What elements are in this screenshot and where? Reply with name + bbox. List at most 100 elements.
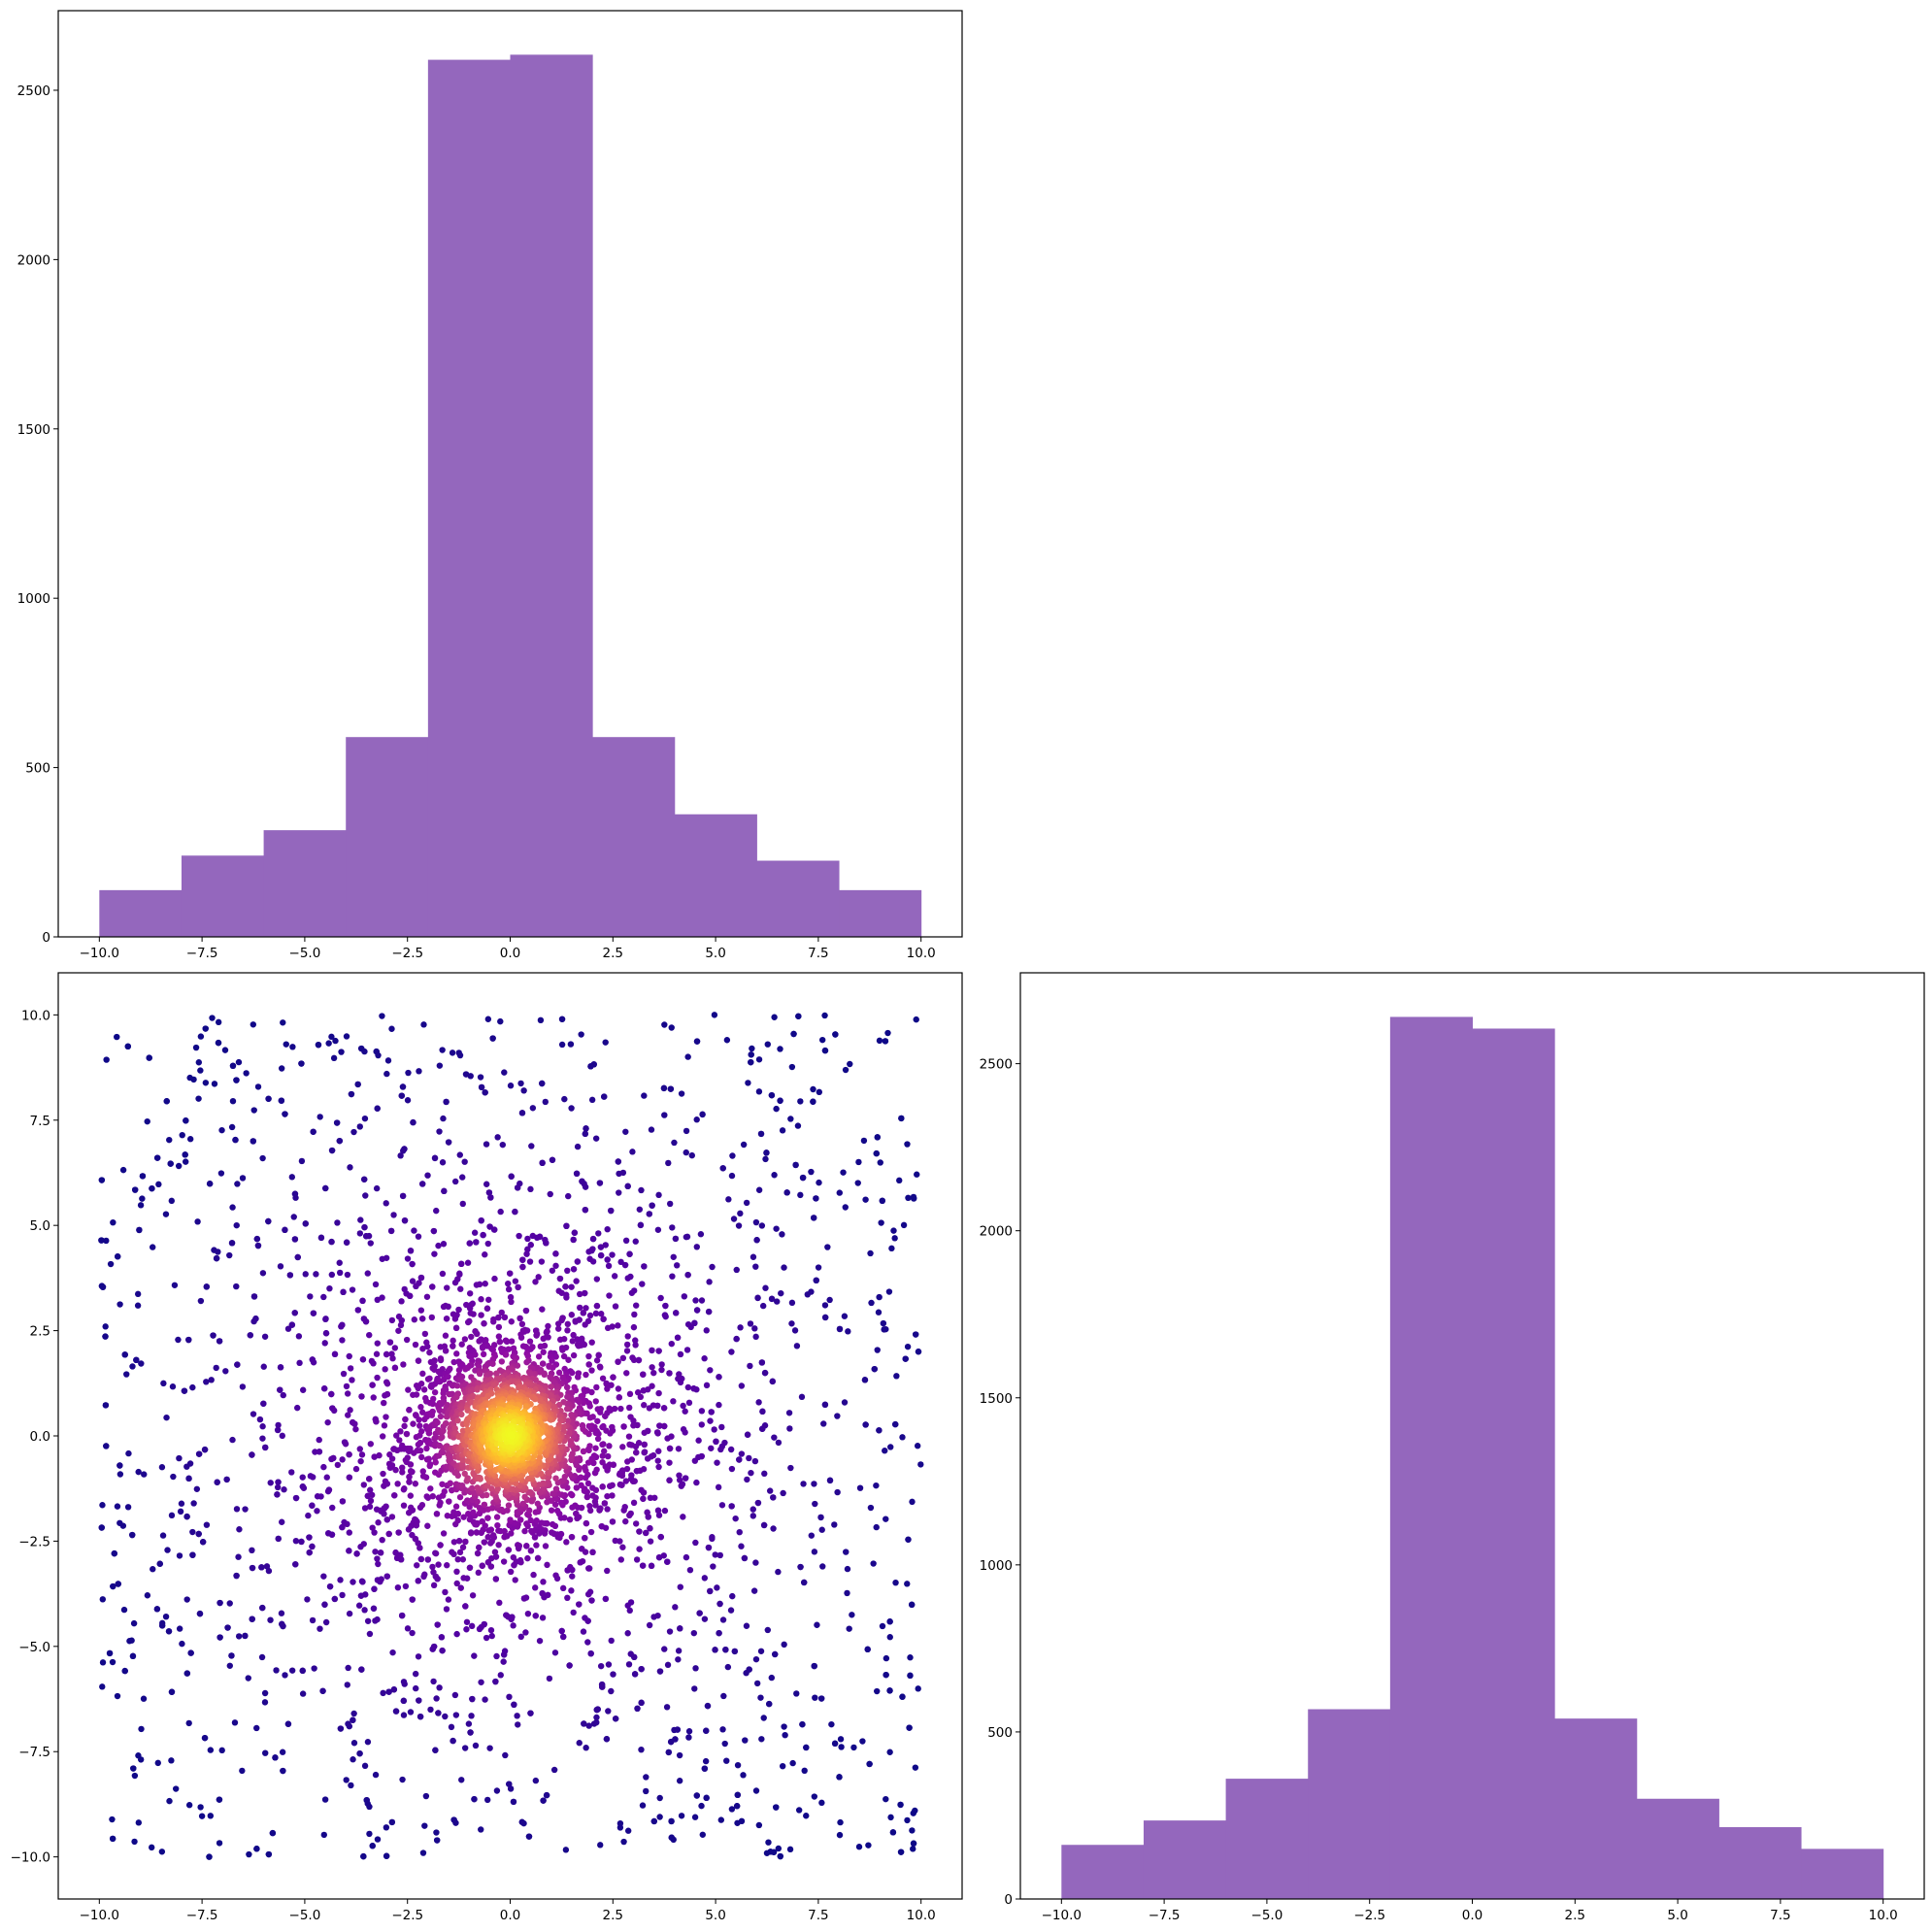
scatter-point — [359, 1356, 367, 1363]
scatter-point — [124, 1504, 132, 1511]
scatter-point — [602, 1242, 609, 1249]
scatter-point — [442, 1588, 449, 1596]
scatter-point — [626, 1404, 633, 1412]
scatter-point — [621, 1261, 629, 1269]
scatter-point — [346, 1529, 352, 1536]
scatter-point — [275, 1535, 282, 1543]
scatter-point — [424, 1172, 431, 1179]
scatter-point — [626, 1607, 633, 1615]
scatter-point — [516, 1556, 524, 1564]
scatter-point — [624, 1827, 632, 1834]
scatter-point — [576, 1601, 583, 1608]
scatter-point — [391, 1345, 399, 1351]
scatter-point — [516, 1315, 523, 1322]
scatter-point — [258, 1564, 265, 1571]
x-tick-label: −10.0 — [80, 946, 119, 961]
scatter-point — [832, 1031, 839, 1038]
scatter-point — [217, 1634, 223, 1641]
scatter-point — [855, 1844, 863, 1850]
scatter-point — [468, 1713, 475, 1719]
scatter-point — [569, 1338, 576, 1345]
scatter-point — [448, 1723, 455, 1731]
scatter-point — [512, 1577, 518, 1583]
scatter-point — [552, 1572, 559, 1579]
scatter-point — [645, 1455, 651, 1462]
scatter-point — [433, 1837, 441, 1844]
scatter-point — [197, 1297, 205, 1305]
scatter-point — [532, 1584, 539, 1591]
scatter-point — [153, 1606, 161, 1613]
scatter-point — [426, 1349, 433, 1356]
scatter-point — [457, 1584, 464, 1591]
scatter-point — [435, 1561, 442, 1568]
scatter-point — [779, 1231, 785, 1238]
scatter-point — [701, 1575, 709, 1582]
scatter-point — [474, 1386, 481, 1393]
scatter-point — [412, 1516, 419, 1523]
scatter-point — [474, 1549, 482, 1557]
scatter-point — [623, 1370, 630, 1377]
scatter-point — [368, 1491, 376, 1499]
scatter-point — [369, 1382, 376, 1388]
scatter-point — [525, 1833, 533, 1840]
scatter-point — [734, 1819, 741, 1826]
scatter-point — [467, 1529, 475, 1536]
scatter-point — [374, 1616, 381, 1623]
scatter-point — [352, 1465, 360, 1473]
scatter-point — [836, 1189, 843, 1196]
scatter-point — [720, 1692, 727, 1700]
scatter-point — [648, 1562, 655, 1570]
scatter-point — [685, 1728, 693, 1735]
scatter-point — [586, 1588, 594, 1595]
scatter-point — [451, 1279, 459, 1286]
scatter-point — [102, 1402, 110, 1409]
scatter-point — [440, 1427, 447, 1434]
scatter-point — [501, 1528, 508, 1535]
scatter-point — [492, 1678, 499, 1685]
scatter-point — [883, 1795, 889, 1803]
scatter-point — [826, 1296, 833, 1304]
scatter-point — [498, 1358, 506, 1365]
scatter-point — [912, 1807, 918, 1815]
scatter-point — [545, 1322, 551, 1330]
scatter-point — [752, 1333, 759, 1341]
scatter-point — [714, 1459, 720, 1466]
scatter-point — [641, 1441, 648, 1449]
scatter-point — [380, 1689, 386, 1697]
scatter-point — [578, 1031, 584, 1038]
scatter-point — [363, 1796, 370, 1804]
scatter-point — [763, 1849, 771, 1856]
scatter-point — [573, 1278, 580, 1284]
scatter-point — [765, 1839, 772, 1846]
scatter-point — [279, 1620, 285, 1628]
scatter-point — [404, 1255, 412, 1262]
scatter-point — [751, 1457, 759, 1465]
scatter-point — [751, 1325, 758, 1332]
scatter-point — [586, 1415, 594, 1421]
scatter-point — [641, 1263, 648, 1270]
scatter-point — [401, 1216, 409, 1224]
scatter-point — [302, 1220, 309, 1227]
scatter-point — [840, 1169, 847, 1176]
scatter-point — [733, 1335, 740, 1343]
scatter-point — [449, 1390, 455, 1398]
scatter-point — [616, 1471, 623, 1478]
scatter-point — [810, 1085, 816, 1093]
scatter-point — [469, 1592, 477, 1599]
scatter-point — [306, 1549, 313, 1556]
scatter-point — [803, 1744, 810, 1751]
scatter-point — [420, 1386, 428, 1393]
scatter-point — [468, 1333, 475, 1341]
scatter-point — [915, 1685, 921, 1692]
scatter-point — [746, 1454, 752, 1462]
scatter-point — [874, 1134, 882, 1141]
scatter-point — [655, 1448, 662, 1454]
scatter-point — [326, 1284, 333, 1292]
scatter-point — [202, 1025, 209, 1032]
scatter-point — [382, 1366, 388, 1373]
scatter-point — [179, 1640, 185, 1648]
scatter-point — [594, 1406, 601, 1413]
scatter-point — [683, 1233, 690, 1241]
scatter-point — [598, 1522, 605, 1530]
scatter-point — [491, 1275, 498, 1282]
